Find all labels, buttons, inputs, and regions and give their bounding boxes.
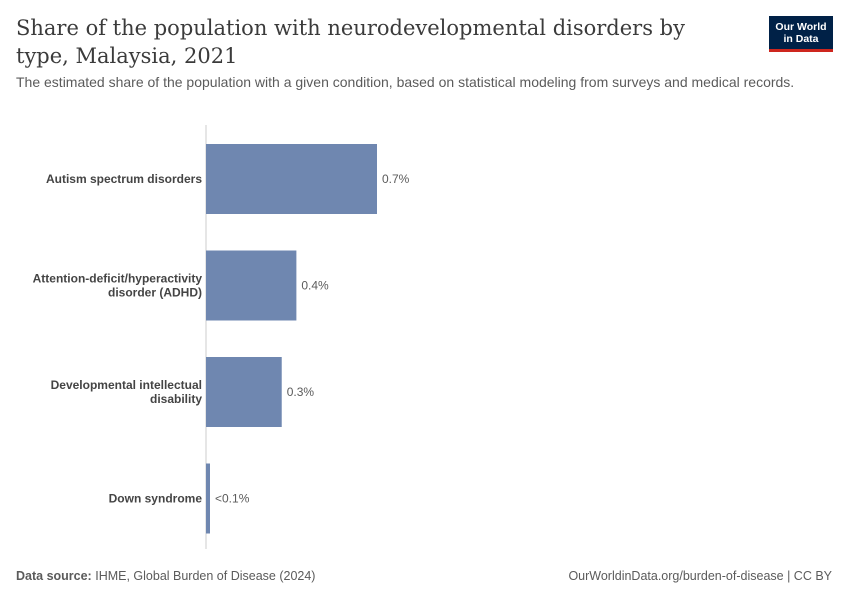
category-label-line: Attention-deficit/hyperactivity: [33, 272, 203, 286]
license-link[interactable]: CC BY: [793, 569, 832, 583]
category-label-line: Autism spectrum disorders: [46, 172, 202, 186]
logo-line-2: in Data: [783, 33, 819, 45]
category-label-0: Autism spectrum disorders: [46, 172, 202, 186]
source-label: Data source:: [16, 569, 92, 583]
value-label-2: 0.3%: [287, 385, 315, 399]
footer-links: OurWorldinData.org/burden-of-disease | C…: [568, 569, 832, 583]
bar-2[interactable]: [206, 357, 282, 427]
category-label-line: Down syndrome: [109, 492, 203, 506]
value-label-1: 0.4%: [301, 279, 329, 293]
logo-line-1: Our World: [775, 21, 827, 33]
owid-logo[interactable]: Our World in Data: [769, 16, 833, 52]
category-label-line: disability: [150, 392, 202, 406]
category-label-line: Developmental intellectual: [51, 378, 202, 392]
bar-3[interactable]: [206, 463, 210, 534]
source-url-link[interactable]: OurWorldinData.org/burden-of-disease: [568, 569, 784, 583]
footer-source: Data source: IHME, Global Burden of Dise…: [16, 569, 315, 583]
chart-title: Share of the population with neurodevelo…: [16, 16, 685, 68]
chart-subtitle: The estimated share of the population wi…: [16, 74, 795, 90]
category-label-2: Developmental intellectual disability: [51, 378, 203, 406]
value-label-0: 0.7%: [382, 172, 410, 186]
category-label-1: Attention-deficit/hyperactivity disorder …: [33, 272, 203, 300]
bar-0[interactable]: [206, 144, 377, 214]
category-label-3: Down syndrome: [109, 492, 203, 506]
logo-accent-bar: [769, 49, 833, 52]
value-label-3: <0.1%: [215, 492, 250, 506]
footer-separator: |: [783, 569, 794, 583]
bar-1[interactable]: [206, 250, 297, 321]
category-label-line: disorder (ADHD): [108, 286, 202, 300]
source-text: IHME, Global Burden of Disease (2024): [95, 569, 316, 583]
